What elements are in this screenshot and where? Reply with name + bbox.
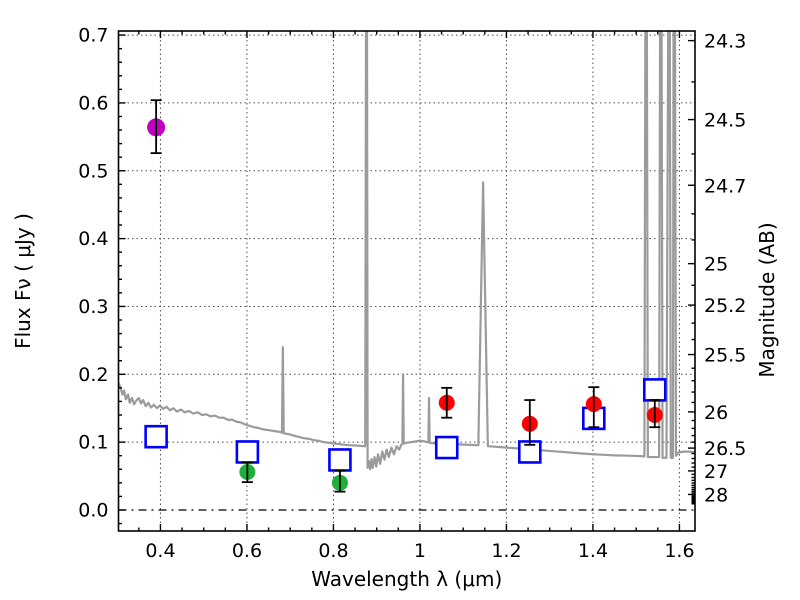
spectrum-line bbox=[118, 31, 695, 471]
x-tick-label: 0.8 bbox=[318, 540, 348, 562]
x-tick-label: 0.6 bbox=[232, 540, 262, 562]
x-axis-label: Wavelength λ (μm) bbox=[311, 567, 502, 591]
photometry-square bbox=[144, 424, 168, 449]
y2-tick-label: 28 bbox=[704, 484, 728, 506]
photometry-square bbox=[434, 435, 459, 460]
y2-tick-label: 25.5 bbox=[704, 345, 746, 367]
x-tick-label: 0.4 bbox=[145, 540, 175, 562]
photometry-square bbox=[235, 440, 260, 464]
data-layer bbox=[118, 31, 695, 471]
x-tick-label: 1.2 bbox=[491, 540, 521, 562]
axes-ticks: 0.4 0.6 0.8 1 1.2 1.4 1.6 0.0 0.1 0.2 0.3 0.4 0.5 0.6… bbox=[78, 25, 746, 562]
y2-tick-label: 26.5 bbox=[704, 438, 746, 460]
y-tick-label: 0.6 bbox=[78, 92, 108, 114]
y2-tick-label: 25 bbox=[704, 254, 728, 276]
photometry-square bbox=[328, 448, 352, 472]
y2-tick-label: 26 bbox=[704, 402, 728, 424]
y2-tick-label: 24.3 bbox=[704, 31, 746, 53]
plot-border bbox=[117, 30, 696, 532]
x-tick-label: 1 bbox=[414, 540, 426, 562]
y-axis-label-flux: Flux Fν ( μJy ) bbox=[11, 213, 35, 349]
x-tick-label: 1.6 bbox=[664, 540, 694, 562]
y-tick-label: 0.7 bbox=[78, 25, 108, 47]
y-tick-label: 0.5 bbox=[78, 160, 108, 182]
y-tick-label: 0.4 bbox=[78, 228, 108, 250]
y2-tick-label: 27 bbox=[704, 461, 728, 483]
x-tick-label: 1.4 bbox=[578, 540, 608, 562]
photometry-square bbox=[642, 378, 667, 402]
y-tick-label: 0.1 bbox=[78, 432, 108, 454]
marker-layer bbox=[144, 99, 667, 493]
y-axis-label-magnitude: Magnitude (AB) bbox=[755, 222, 779, 377]
y-tick-label: 0.3 bbox=[78, 296, 108, 318]
y2-tick-label: 24.5 bbox=[704, 110, 746, 132]
y2-tick-label: 25.2 bbox=[704, 295, 746, 317]
y2-tick-label: 24.7 bbox=[704, 175, 746, 197]
y-tick-label: 0.0 bbox=[78, 499, 108, 521]
y-tick-label: 0.2 bbox=[78, 364, 108, 386]
